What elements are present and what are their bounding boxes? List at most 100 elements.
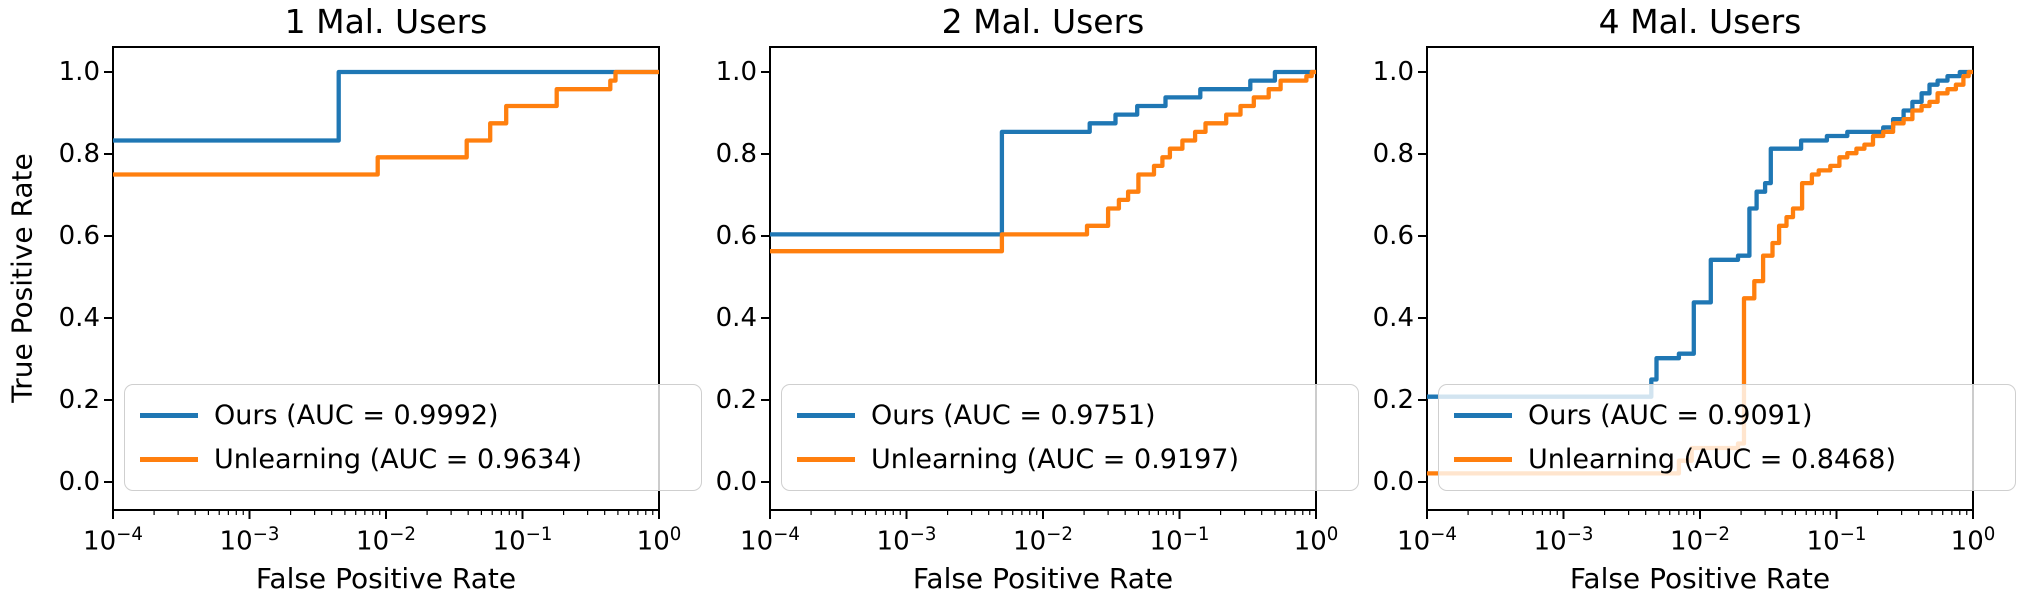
plot-title: 4 Mal. Users: [1598, 2, 1802, 41]
legend-line-swatch: [140, 412, 198, 418]
legend-item-ours: Ours (AUC = 0.9992): [140, 400, 701, 431]
x-axis-ticks: [769, 510, 1317, 519]
legend-label: Unlearning (AUC = 0.9634): [214, 444, 583, 475]
x-tick-exponent: −3: [1566, 524, 1594, 545]
y-tick-label: 1.0: [715, 57, 757, 87]
legend: Ours (AUC = 0.9091) Unlearning (AUC = 0.8…: [1438, 384, 2016, 491]
y-tick-label: 1.0: [58, 57, 100, 87]
x-tick-label: 10−3: [190, 520, 310, 557]
x-tick-base: 10: [1013, 526, 1047, 557]
x-tick-exponent: −3: [909, 524, 937, 545]
x-tick-exponent: 0: [1326, 524, 1339, 545]
legend-line-swatch: [1454, 457, 1512, 463]
x-tick-label: 10−2: [983, 520, 1103, 557]
legend-item-unlearning: Unlearning (AUC = 0.9634): [140, 444, 701, 475]
y-tick-label: 0.6: [58, 221, 100, 251]
x-axis-label: False Positive Rate: [912, 562, 1174, 595]
y-tick-label: 0.8: [1372, 139, 1414, 169]
ours-curve: [1427, 69, 1973, 399]
x-tick-label: 10−4: [1367, 520, 1487, 557]
y-axis-ticks: [104, 71, 113, 483]
legend: Ours (AUC = 0.9751) Unlearning (AUC = 0.9…: [781, 384, 1359, 491]
legend-label: Ours (AUC = 0.9091): [1528, 399, 1813, 431]
legend-label: Ours (AUC = 0.9992): [214, 399, 499, 431]
y-tick-label: 0.2: [715, 385, 757, 415]
unlearning-curve: [770, 69, 1316, 254]
x-tick-label: 10−2: [326, 520, 446, 557]
y-tick-label: 0.0: [58, 467, 100, 497]
x-tick-label: 100: [599, 520, 719, 557]
x-tick-exponent: 0: [1983, 524, 1996, 545]
x-axis-label: False Positive Rate: [255, 562, 517, 595]
x-tick-exponent: 0: [669, 524, 682, 545]
y-axis-ticks: [761, 71, 770, 483]
y-tick-label: 0.4: [715, 303, 757, 333]
x-tick-base: 10: [876, 526, 910, 557]
x-tick-exponent: −1: [1182, 524, 1210, 545]
x-tick-base: 10: [1670, 526, 1704, 557]
legend-line-swatch: [797, 457, 855, 463]
ours-curve: [113, 69, 659, 143]
x-tick-exponent: −2: [389, 524, 416, 545]
x-tick-exponent: −4: [1430, 524, 1457, 545]
x-axis-ticks: [112, 510, 660, 519]
legend-item-ours: Ours (AUC = 0.9751): [797, 400, 1358, 431]
y-tick-label: 1.0: [1372, 57, 1414, 87]
y-tick-label: 0.0: [715, 467, 757, 497]
x-axis-ticks: [1426, 510, 1974, 519]
x-tick-base: 10: [1950, 526, 1984, 557]
x-tick-base: 10: [356, 526, 390, 557]
x-tick-exponent: −1: [1839, 524, 1867, 545]
x-tick-base: 10: [740, 526, 774, 557]
y-tick-label: 0.0: [1372, 467, 1414, 497]
x-tick-label: 10−4: [710, 520, 830, 557]
legend-item-unlearning: Unlearning (AUC = 0.8468): [1454, 444, 2015, 475]
y-tick-label: 0.2: [58, 385, 100, 415]
x-tick-label: 100: [1913, 520, 2025, 557]
legend: Ours (AUC = 0.9992) Unlearning (AUC = 0.9…: [124, 384, 702, 491]
x-tick-exponent: −3: [252, 524, 280, 545]
x-tick-label: 10−4: [53, 520, 173, 557]
plot-title: 2 Mal. Users: [941, 2, 1145, 41]
x-tick-exponent: −4: [116, 524, 143, 545]
legend-label: Unlearning (AUC = 0.8468): [1528, 444, 1897, 475]
x-tick-label: 10−3: [1504, 520, 1624, 557]
legend-item-ours: Ours (AUC = 0.9091): [1454, 400, 2015, 431]
x-tick-label: 10−1: [463, 520, 583, 557]
x-tick-base: 10: [219, 526, 253, 557]
ours-curve: [770, 69, 1316, 237]
x-tick-base: 10: [1533, 526, 1567, 557]
y-tick-label: 0.2: [1372, 385, 1414, 415]
x-tick-label: 10−2: [1640, 520, 1760, 557]
unlearning-curve: [1427, 69, 1973, 476]
y-axis-label: True Positive Rate: [5, 153, 39, 403]
x-tick-base: 10: [1149, 526, 1183, 557]
x-tick-label: 10−3: [847, 520, 967, 557]
x-tick-exponent: −4: [773, 524, 800, 545]
y-tick-label: 0.4: [1372, 303, 1414, 333]
legend-item-unlearning: Unlearning (AUC = 0.9197): [797, 444, 1358, 475]
x-tick-base: 10: [492, 526, 526, 557]
y-tick-label: 0.6: [715, 221, 757, 251]
legend-label: Ours (AUC = 0.9751): [871, 399, 1156, 431]
x-tick-exponent: −2: [1046, 524, 1073, 545]
legend-label: Unlearning (AUC = 0.9197): [871, 444, 1240, 475]
y-tick-label: 0.8: [715, 139, 757, 169]
x-tick-base: 10: [83, 526, 117, 557]
x-axis-label: False Positive Rate: [1569, 562, 1831, 595]
x-tick-base: 10: [636, 526, 670, 557]
x-tick-label: 100: [1256, 520, 1376, 557]
y-tick-label: 0.4: [58, 303, 100, 333]
legend-line-swatch: [140, 457, 198, 463]
y-tick-label: 0.6: [1372, 221, 1414, 251]
legend-line-swatch: [1454, 412, 1512, 418]
x-tick-label: 10−1: [1120, 520, 1240, 557]
y-tick-label: 0.8: [58, 139, 100, 169]
x-tick-base: 10: [1293, 526, 1327, 557]
x-tick-exponent: −2: [1703, 524, 1730, 545]
unlearning-curve: [113, 69, 659, 177]
plot-title: 1 Mal. Users: [284, 2, 488, 41]
y-axis-ticks: [1418, 71, 1427, 483]
